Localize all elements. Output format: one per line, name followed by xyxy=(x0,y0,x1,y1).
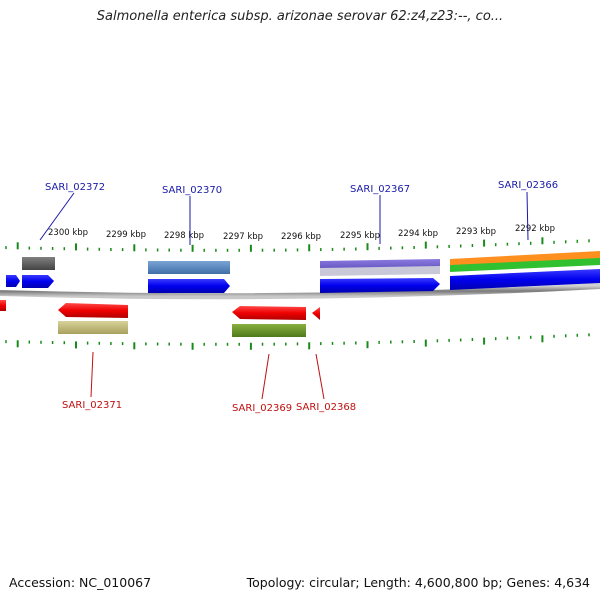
gene-label[interactable]: SARI_02366 xyxy=(498,180,558,191)
feature-bar xyxy=(58,321,128,334)
feature-bar xyxy=(320,266,440,276)
gene-label[interactable]: SARI_02370 xyxy=(162,185,222,196)
map-title: Salmonella enterica subsp. arizonae sero… xyxy=(96,9,504,24)
gene-arrow[interactable] xyxy=(6,275,20,287)
scale-label: 2294 kbp xyxy=(398,229,438,239)
label-pointer xyxy=(526,191,529,241)
scale-label: 2293 kbp xyxy=(456,227,496,237)
gene-arrow[interactable] xyxy=(148,279,230,293)
topology-summary: Topology: circular; Length: 4,600,800 bp… xyxy=(246,575,590,590)
feature-bar xyxy=(148,261,230,274)
feature-bar xyxy=(22,257,55,270)
gene-arrow[interactable] xyxy=(0,300,6,311)
gene-label[interactable]: SARI_02368 xyxy=(296,402,356,413)
outer-tick-row xyxy=(5,237,590,252)
feature-bar xyxy=(450,251,600,266)
gene-arrow[interactable] xyxy=(22,275,54,288)
scale-label: 2292 kbp xyxy=(515,224,555,234)
label-pointer xyxy=(90,351,94,398)
forward-genes xyxy=(6,269,600,293)
scale-label: 2297 kbp xyxy=(223,232,263,242)
feature-bar xyxy=(450,258,600,272)
inner-tick-row xyxy=(5,333,590,350)
reverse-features xyxy=(58,321,306,337)
scale-label: 2299 kbp xyxy=(106,230,146,240)
label-pointer xyxy=(261,353,270,400)
scale-label: 2295 kbp xyxy=(340,231,380,241)
gene-arrow[interactable] xyxy=(450,269,600,290)
gene-label[interactable]: SARI_02369 xyxy=(232,403,292,414)
feature-bar xyxy=(232,324,306,337)
genome-backbone xyxy=(0,283,600,300)
reverse-genes xyxy=(0,300,320,320)
gene-arrow[interactable] xyxy=(312,307,320,320)
forward-features xyxy=(22,251,600,276)
accession-text: Accession: NC_010067 xyxy=(9,575,152,590)
scale-label: 2296 kbp xyxy=(281,232,321,242)
label-pointer xyxy=(315,353,325,400)
gene-label[interactable]: SARI_02367 xyxy=(350,184,410,195)
gene-arrow[interactable] xyxy=(320,278,440,293)
reverse-gene-labels: SARI_02371 SARI_02369 SARI_02368 xyxy=(62,351,356,414)
gene-arrow[interactable] xyxy=(232,306,306,320)
gene-arrow[interactable] xyxy=(58,303,128,318)
scale-label: 2300 kbp xyxy=(48,228,88,238)
gene-label[interactable]: SARI_02371 xyxy=(62,400,122,411)
forward-gene-labels: SARI_02372 SARI_02370 SARI_02367 SARI_02… xyxy=(39,180,558,245)
label-pointer xyxy=(39,192,75,241)
gene-label[interactable]: SARI_02372 xyxy=(45,182,105,193)
scale-labels: 2300 kbp 2299 kbp 2298 kbp 2297 kbp 2296… xyxy=(48,224,555,242)
scale-label: 2298 kbp xyxy=(164,231,204,241)
